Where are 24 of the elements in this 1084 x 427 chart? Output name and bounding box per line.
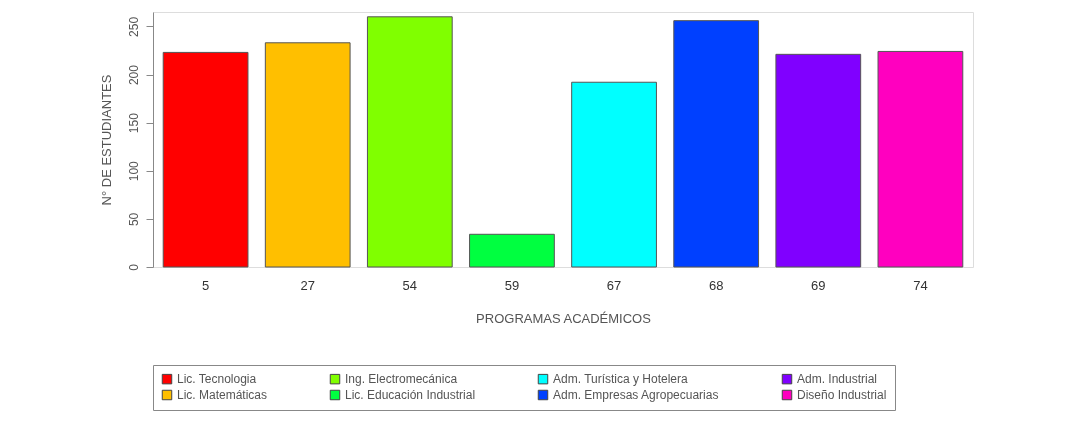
x-tick-label: 74 (913, 277, 928, 293)
x-tick-label: 54 (402, 277, 418, 293)
legend-label: Adm. Turística y Hotelera (553, 372, 689, 387)
x-tick-label: 5 (201, 277, 210, 293)
legend-label: Adm. Empresas Agropecuarias (553, 388, 719, 402)
legend-label: Adm. Industrial (797, 372, 878, 387)
x-tick-label: 68 (708, 277, 724, 293)
y-axis-title: N° DE ESTUDIANTES (98, 74, 114, 206)
x-tick-label: 67 (606, 277, 622, 293)
legend-label: Lic. Matemáticas (177, 388, 268, 402)
x-tick-label: 69 (811, 277, 826, 293)
y-tick-label: 150 (126, 112, 141, 134)
y-tick-label: 50 (126, 212, 141, 227)
legend-label: Diseño Industrial (797, 388, 887, 402)
y-tick-label: 100 (126, 160, 141, 182)
x-tick-label: 59 (504, 277, 520, 293)
y-tick-label: 250 (126, 16, 141, 37)
y-tick-label: 0 (126, 263, 141, 271)
legend-label: Ing. Electromecánica (345, 372, 458, 387)
y-tick-label: 200 (126, 64, 141, 86)
x-tick-label: 27 (300, 277, 315, 293)
x-axis-title: PROGRAMAS ACADÉMICOS (476, 310, 652, 326)
legend-label: Lic. Tecnologia (177, 372, 257, 387)
legend-label: Lic. Educación Industrial (345, 388, 476, 402)
